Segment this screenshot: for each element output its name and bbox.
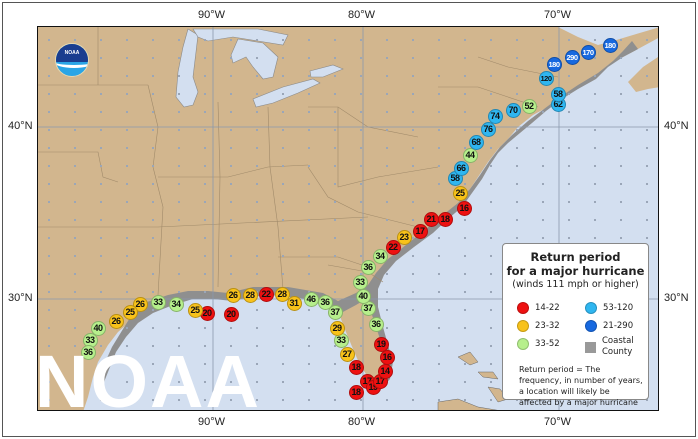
longitude-label: 80°W bbox=[348, 416, 376, 428]
lake-michigan bbox=[175, 28, 199, 108]
return-period-marker: 33 bbox=[150, 294, 166, 310]
return-period-marker: 37 bbox=[327, 304, 343, 320]
legend-item-21-290: 21-290 bbox=[585, 320, 633, 332]
return-period-marker: 27 bbox=[339, 346, 355, 362]
latitude-label: 40°N bbox=[8, 120, 33, 132]
return-period-marker: 180 bbox=[602, 37, 618, 53]
return-period-marker: 40 bbox=[355, 288, 371, 304]
return-period-marker: 290 bbox=[564, 49, 580, 65]
return-period-marker: 28 bbox=[274, 286, 290, 302]
lake-huron bbox=[230, 38, 279, 80]
legend-item-23-32: 23-32 bbox=[517, 320, 560, 332]
return-period-marker: 33 bbox=[82, 332, 98, 348]
return-period-marker: 31 bbox=[286, 295, 302, 311]
return-period-marker: 58 bbox=[550, 86, 566, 102]
noaa-watermark: NOAA bbox=[35, 340, 261, 423]
return-period-marker: 40 bbox=[90, 320, 106, 336]
return-period-marker: 16 bbox=[379, 349, 395, 365]
return-period-marker: 26 bbox=[108, 313, 124, 329]
longitude-label: 80°W bbox=[348, 9, 376, 21]
return-period-marker: 21 bbox=[423, 211, 439, 227]
green-circle-icon bbox=[517, 338, 529, 350]
return-period-marker: 16 bbox=[456, 200, 472, 216]
legend-item-coastal-county: Coastal County bbox=[585, 336, 634, 358]
latitude-label: 40°N bbox=[664, 120, 689, 132]
return-period-marker: 18 bbox=[437, 211, 453, 227]
land-us bbox=[38, 27, 658, 410]
return-period-marker: 18 bbox=[348, 384, 364, 400]
land-florida bbox=[338, 289, 390, 389]
return-period-marker: 25 bbox=[452, 185, 468, 201]
return-period-marker: 66 bbox=[453, 160, 469, 176]
legend-note: Return period = The frequency, in number… bbox=[519, 365, 643, 407]
return-period-marker: 29 bbox=[329, 320, 345, 336]
legend-title-line2: for a major hurricane bbox=[506, 264, 645, 278]
lake-superior bbox=[192, 28, 289, 46]
legend: Return period for a major hurricane (win… bbox=[502, 243, 649, 407]
legend-title-line1: Return period bbox=[530, 250, 621, 264]
return-period-marker: 68 bbox=[468, 134, 484, 150]
return-period-marker: 36 bbox=[317, 294, 333, 310]
longitude-label: 70°W bbox=[544, 9, 572, 21]
return-period-marker: 34 bbox=[372, 248, 388, 264]
legend-subtitle: (winds 111 mph or higher) bbox=[512, 279, 639, 290]
legend-item-53-120: 53-120 bbox=[585, 302, 633, 314]
return-period-marker: 23 bbox=[396, 229, 412, 245]
longitude-label: 70°W bbox=[544, 416, 572, 428]
latitude-label: 30°N bbox=[664, 292, 689, 304]
bahamas bbox=[457, 351, 509, 403]
return-period-marker: 33 bbox=[352, 274, 368, 290]
gray-square-icon bbox=[585, 341, 596, 353]
return-period-marker: 26 bbox=[225, 287, 241, 303]
cuba bbox=[437, 398, 498, 410]
latitude-label: 30°N bbox=[8, 292, 33, 304]
return-period-marker: 14 bbox=[377, 363, 393, 379]
yellow-circle-icon bbox=[517, 320, 529, 332]
return-period-marker: 17 bbox=[412, 223, 428, 239]
return-period-marker: 36 bbox=[360, 259, 376, 275]
return-period-marker: 22 bbox=[385, 239, 401, 255]
lake-ontario bbox=[309, 64, 344, 78]
return-period-marker: 170 bbox=[580, 44, 596, 60]
dark-blue-circle-icon bbox=[585, 320, 597, 332]
return-period-marker: 22 bbox=[258, 286, 274, 302]
lake-erie bbox=[252, 78, 321, 108]
red-circle-icon bbox=[517, 302, 529, 314]
return-period-marker: 25 bbox=[187, 302, 203, 318]
return-period-marker: 74 bbox=[487, 108, 503, 124]
noaa-logo: NOAA bbox=[55, 43, 89, 77]
return-period-marker: 20 bbox=[223, 306, 239, 322]
return-period-marker: 34 bbox=[168, 296, 184, 312]
return-period-marker: 28 bbox=[242, 287, 258, 303]
longitude-label: 90°W bbox=[198, 416, 226, 428]
return-period-marker: 180 bbox=[546, 56, 562, 72]
return-period-marker: 36 bbox=[80, 344, 96, 360]
land-nova-scotia bbox=[628, 57, 658, 92]
legend-item-14-22: 14-22 bbox=[517, 302, 560, 314]
return-period-marker: 46 bbox=[303, 291, 319, 307]
return-period-marker: 52 bbox=[521, 98, 537, 114]
longitude-label: 90°W bbox=[198, 9, 226, 21]
light-blue-circle-icon bbox=[585, 302, 597, 314]
return-period-marker: 25 bbox=[122, 304, 138, 320]
return-period-marker: 120 bbox=[538, 70, 554, 86]
return-period-marker: 76 bbox=[480, 121, 496, 137]
return-period-marker: 19 bbox=[373, 336, 389, 352]
return-period-marker: 18 bbox=[348, 359, 364, 375]
return-period-marker: 44 bbox=[462, 147, 478, 163]
legend-item-33-52: 33-52 bbox=[517, 338, 560, 350]
return-period-marker: 36 bbox=[368, 316, 384, 332]
return-period-marker: 70 bbox=[505, 102, 521, 118]
